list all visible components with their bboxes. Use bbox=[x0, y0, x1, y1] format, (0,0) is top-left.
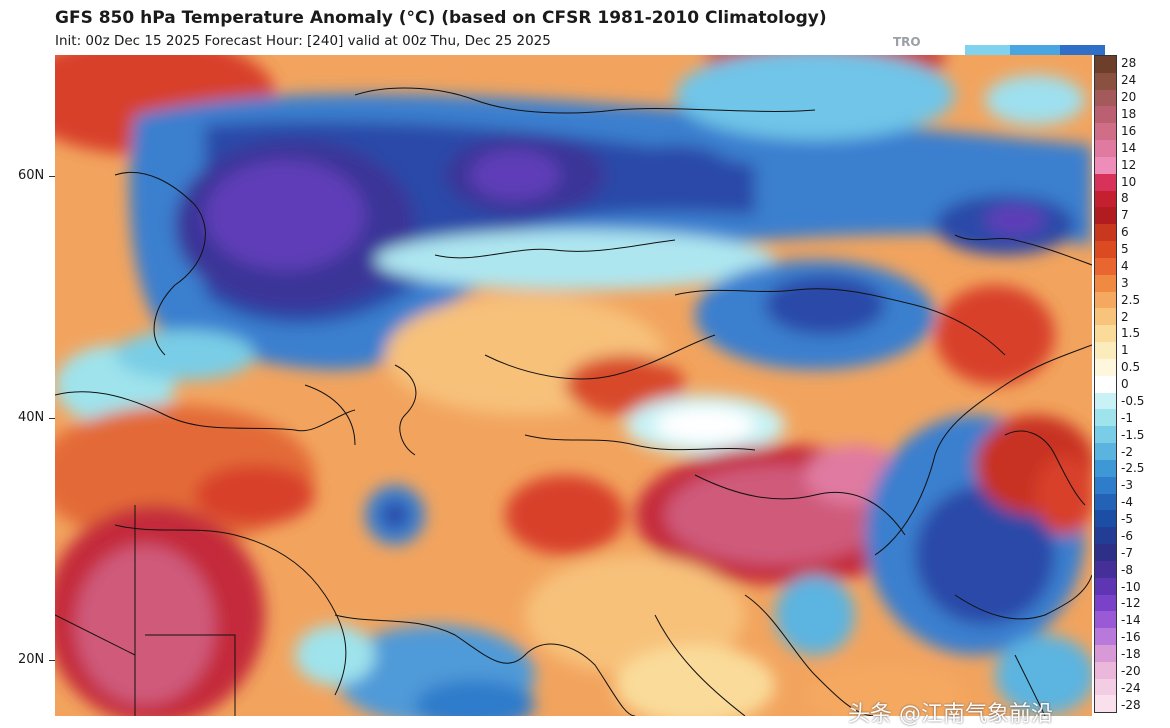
colorbar-label: -4 bbox=[1121, 495, 1133, 510]
colorbar-swatch bbox=[1095, 56, 1116, 73]
colorbar-label: -28 bbox=[1121, 697, 1141, 712]
colorbar-swatch bbox=[1095, 358, 1116, 376]
map-title: GFS 850 hPa Temperature Anomaly (°C) (ba… bbox=[55, 8, 827, 28]
colorbar-swatch bbox=[1095, 190, 1116, 208]
colorbar-swatch bbox=[1095, 140, 1116, 157]
colorbar-label: 8 bbox=[1121, 191, 1129, 206]
colorbar-swatch bbox=[1095, 544, 1116, 561]
logo-color-band bbox=[965, 45, 1105, 55]
lat-label-20n: 20N bbox=[18, 652, 45, 667]
colorbar-swatch bbox=[1095, 678, 1116, 696]
colorbar-label: -12 bbox=[1121, 596, 1141, 611]
colorbar bbox=[1094, 55, 1117, 713]
colorbar-swatch bbox=[1095, 375, 1116, 393]
colorbar-swatch bbox=[1095, 106, 1116, 124]
colorbar-label: 18 bbox=[1121, 107, 1137, 122]
lat-tick-40 bbox=[49, 418, 55, 419]
colorbar-label: -1 bbox=[1121, 410, 1133, 425]
colorbar-label: -8 bbox=[1121, 562, 1133, 577]
colorbar-label: 1 bbox=[1121, 343, 1129, 358]
colorbar-swatch bbox=[1095, 510, 1116, 528]
anomaly-map bbox=[55, 55, 1092, 716]
colorbar-swatch bbox=[1095, 291, 1116, 309]
colorbar-swatch bbox=[1095, 342, 1116, 359]
colorbar-swatch bbox=[1095, 274, 1116, 292]
colorbar-label: 0 bbox=[1121, 377, 1129, 392]
colorbar-label: -20 bbox=[1121, 663, 1141, 678]
colorbar-swatch bbox=[1095, 628, 1116, 645]
colorbar-swatch bbox=[1095, 695, 1116, 713]
colorbar-swatch bbox=[1095, 123, 1116, 141]
colorbar-swatch bbox=[1095, 527, 1116, 545]
colorbar-label: -14 bbox=[1121, 613, 1141, 628]
colorbar-label: 7 bbox=[1121, 208, 1129, 223]
colorbar-label: -18 bbox=[1121, 647, 1141, 662]
colorbar-label: -16 bbox=[1121, 630, 1141, 645]
watermark: 头条 @江南气象前沿 bbox=[848, 702, 1053, 727]
colorbar-swatch bbox=[1095, 72, 1116, 90]
colorbar-label: -1.5 bbox=[1121, 427, 1145, 442]
lat-label-60n: 60N bbox=[18, 168, 45, 183]
colorbar-label: 16 bbox=[1121, 123, 1137, 138]
colorbar-label: 3 bbox=[1121, 275, 1129, 290]
colorbar-swatch bbox=[1095, 560, 1116, 578]
colorbar-swatch bbox=[1095, 173, 1116, 191]
colorbar-swatch bbox=[1095, 577, 1116, 595]
colorbar-swatch bbox=[1095, 224, 1116, 242]
colorbar-label: 2.5 bbox=[1121, 292, 1141, 307]
colorbar-label: -3 bbox=[1121, 478, 1133, 493]
colorbar-swatch bbox=[1095, 156, 1116, 174]
colorbar-swatch bbox=[1095, 325, 1116, 343]
colorbar-swatch bbox=[1095, 476, 1116, 494]
colorbar-label: -2.5 bbox=[1121, 461, 1145, 476]
colorbar-swatch bbox=[1095, 89, 1116, 107]
colorbar-label: 0.5 bbox=[1121, 360, 1141, 375]
forecast-info: Init: 00z Dec 15 2025 Forecast Hour: [24… bbox=[55, 33, 551, 49]
colorbar-swatch bbox=[1095, 611, 1116, 629]
colorbar-label: -7 bbox=[1121, 545, 1133, 560]
colorbar-label: 12 bbox=[1121, 157, 1137, 172]
colorbar-swatch bbox=[1095, 257, 1116, 275]
colorbar-label: -24 bbox=[1121, 680, 1141, 695]
colorbar-label: 6 bbox=[1121, 225, 1129, 240]
colorbar-swatch bbox=[1095, 644, 1116, 662]
colorbar-swatch bbox=[1095, 493, 1116, 511]
colorbar-label: -5 bbox=[1121, 512, 1133, 527]
provider-logo: TRO bbox=[893, 35, 921, 49]
colorbar-label: 20 bbox=[1121, 90, 1137, 105]
colorbar-swatch bbox=[1095, 308, 1116, 326]
colorbar-swatch bbox=[1095, 426, 1116, 444]
colorbar-label: -10 bbox=[1121, 579, 1141, 594]
colorbar-label: -6 bbox=[1121, 528, 1133, 543]
colorbar-label: 14 bbox=[1121, 140, 1137, 155]
colorbar-label: 2 bbox=[1121, 309, 1129, 324]
colorbar-swatch bbox=[1095, 594, 1116, 612]
colorbar-swatch bbox=[1095, 409, 1116, 427]
colorbar-swatch bbox=[1095, 241, 1116, 258]
colorbar-label: 28 bbox=[1121, 56, 1137, 71]
colorbar-label: -0.5 bbox=[1121, 393, 1145, 408]
colorbar-swatch bbox=[1095, 207, 1116, 225]
colorbar-label: 10 bbox=[1121, 174, 1137, 189]
colorbar-swatch bbox=[1095, 459, 1116, 477]
colorbar-label: 1.5 bbox=[1121, 326, 1141, 341]
colorbar-swatch bbox=[1095, 661, 1116, 679]
colorbar-swatch bbox=[1095, 392, 1116, 410]
lat-tick-20 bbox=[49, 660, 55, 661]
lat-tick-60 bbox=[49, 176, 55, 177]
colorbar-swatch bbox=[1095, 443, 1116, 460]
colorbar-label: 4 bbox=[1121, 258, 1129, 273]
colorbar-label: -2 bbox=[1121, 444, 1133, 459]
lat-label-40n: 40N bbox=[18, 410, 45, 425]
colorbar-label: 5 bbox=[1121, 242, 1129, 257]
colorbar-labels: 28 24 20 18 16 14 12 10 8 7 6 5 4 3 2.5 2 1.5 1 0.5 0 -0.5 -1… bbox=[1121, 55, 1169, 713]
colorbar-label: 24 bbox=[1121, 73, 1137, 88]
